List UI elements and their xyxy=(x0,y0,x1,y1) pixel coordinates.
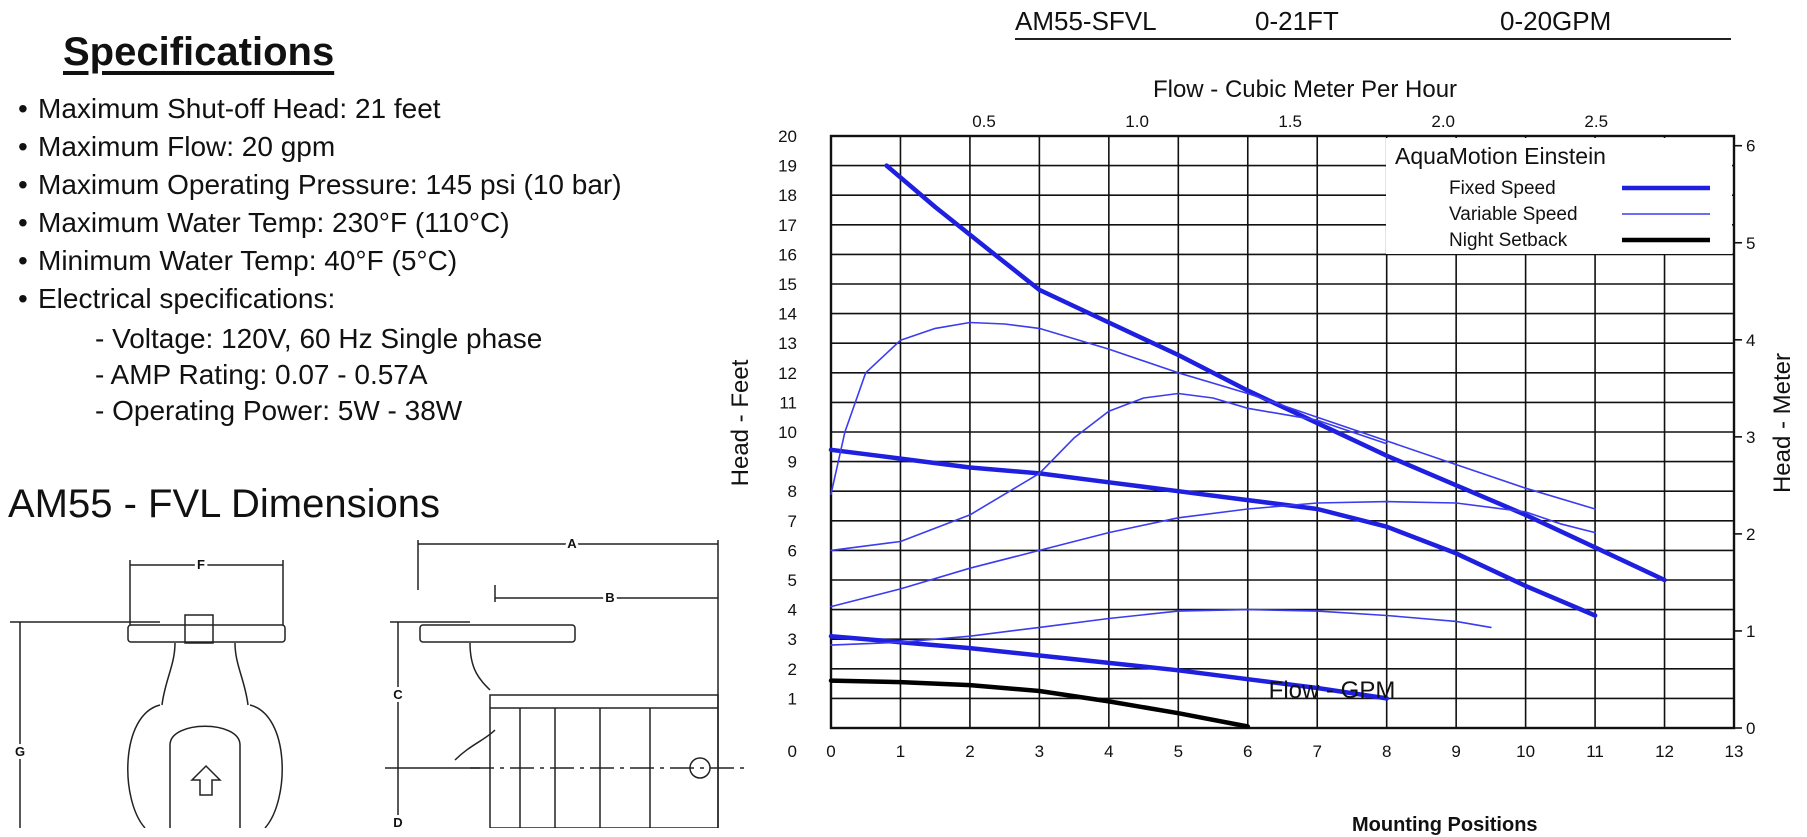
x2-tick-label: 0.5 xyxy=(972,112,996,131)
x-tick-label: 6 xyxy=(1243,742,1252,761)
y-tick-label: 3 xyxy=(788,630,797,649)
curve-variable-speed xyxy=(830,392,1388,552)
y-tick-label: 13 xyxy=(778,334,797,353)
x2-tick-label: 2.5 xyxy=(1584,112,1608,131)
x-tick-label: 13 xyxy=(1725,742,1744,761)
specifications-title: Specifications xyxy=(63,30,335,74)
curve-variable-speed xyxy=(830,321,1596,510)
model-head-range: 0-21FT xyxy=(1255,6,1339,36)
dim-label-f: F xyxy=(197,557,205,572)
spec-item: • Minimum Water Temp: 40°F (5°C) xyxy=(18,245,458,276)
y2-tick-label: 0 xyxy=(1746,719,1755,738)
x-tick-label: 12 xyxy=(1655,742,1674,761)
spec-item: • Maximum Shut-off Head: 21 feet xyxy=(18,93,441,124)
y-tick-label: 8 xyxy=(788,482,797,501)
spec-item: • Maximum Operating Pressure: 145 psi (10… xyxy=(18,169,622,200)
y-tick-label: 6 xyxy=(788,541,797,560)
spec-item-text: Maximum Flow: 20 gpm xyxy=(38,131,336,162)
spec-item-text: Maximum Water Temp: 230°F (110°C) xyxy=(38,207,510,238)
y-tick-label: 17 xyxy=(778,216,797,235)
curve-fixed-speed xyxy=(828,633,1389,701)
y2-tick-label: 5 xyxy=(1746,234,1755,253)
y-tick-label: 20 xyxy=(778,127,797,146)
y-tick-label: 12 xyxy=(778,364,797,383)
x-tick-label: 10 xyxy=(1516,742,1535,761)
mounting-positions-label: Mounting Positions xyxy=(1352,814,1538,836)
x2-tick-label: 1.0 xyxy=(1125,112,1149,131)
model-name: AM55-SFVL xyxy=(1015,6,1157,36)
spec-item-text: Maximum Shut-off Head: 21 feet xyxy=(38,93,441,124)
y-tick-label: 7 xyxy=(788,512,797,531)
legend-label: Variable Speed xyxy=(1449,204,1578,225)
y-tick-label: 9 xyxy=(788,453,797,472)
chart-ticks: 0 1 2 3 4 5 6 7 8 9 10 11 12 130123456789101112131415… xyxy=(778,112,1755,761)
spec-item: • Maximum Water Temp: 230°F (110°C) xyxy=(18,207,510,238)
curve-fixed-speed xyxy=(828,447,1598,618)
chart-legend: AquaMotion Einstein Fixed Speed Variable S… xyxy=(1386,138,1732,254)
electrical-item-voltage: - Voltage: 120V, 60 Hz Single phase xyxy=(95,323,543,354)
spec-item: • Electrical specifications: xyxy=(18,283,336,314)
y-tick-label: 4 xyxy=(788,601,797,620)
y-tick-label: 1 xyxy=(788,689,797,708)
y2-axis-label: Head - Meter xyxy=(1769,353,1796,493)
y2-tick-label: 1 xyxy=(1746,622,1755,641)
legend-title: AquaMotion Einstein xyxy=(1395,143,1606,169)
y-tick-label: 5 xyxy=(788,571,797,590)
y-tick-label: 15 xyxy=(778,275,797,294)
x-tick-label: 7 xyxy=(1312,742,1321,761)
y2-tick-label: 3 xyxy=(1746,428,1755,447)
x-tick-label: 1 xyxy=(896,742,905,761)
model-header: AM55-SFVL 0-21FT 0-20GPM xyxy=(1015,4,1731,40)
y-tick-label: 0 xyxy=(788,742,797,761)
spec-item-text: Maximum Operating Pressure: 145 psi (10 … xyxy=(38,169,622,200)
electrical-item-amp: - AMP Rating: 0.07 - 0.57A xyxy=(95,359,428,390)
curve-variable-speed xyxy=(830,608,1492,646)
x-tick-label: 9 xyxy=(1451,742,1460,761)
x2-tick-label: 1.5 xyxy=(1278,112,1302,131)
x-tick-label: 0 xyxy=(826,742,835,761)
electrical-spec-list: - Voltage: 120V, 60 Hz Single phase - AM… xyxy=(95,321,542,429)
y-tick-label: 19 xyxy=(778,157,797,176)
dimensions-drawing: F A B C D G xyxy=(10,533,750,828)
dim-label-d: D xyxy=(393,815,402,828)
y-tick-label: 11 xyxy=(779,393,797,412)
legend-label: Fixed Speed xyxy=(1449,178,1556,199)
x-tick-label: 11 xyxy=(1586,742,1604,761)
y-tick-label: 16 xyxy=(778,245,797,264)
dim-label-g: G xyxy=(15,744,25,759)
dimensions-title: AM55 - FVL Dimensions xyxy=(8,482,440,526)
y2-tick-label: 4 xyxy=(1746,331,1755,350)
y-tick-label: 2 xyxy=(788,660,797,679)
dim-label-c: C xyxy=(393,687,403,702)
electrical-item-power: - Operating Power: 5W - 38W xyxy=(95,395,463,426)
spec-item-text: Minimum Water Temp: 40°F (5°C) xyxy=(38,245,458,276)
spec-item: • Maximum Flow: 20 gpm xyxy=(18,131,336,162)
spec-item-text: Electrical specifications: xyxy=(38,283,336,314)
curve-variable-speed xyxy=(830,500,1596,608)
y-tick-label: 18 xyxy=(778,186,797,205)
y2-tick-label: 2 xyxy=(1746,525,1755,544)
x-tick-label: 8 xyxy=(1382,742,1391,761)
y-tick-label: 10 xyxy=(778,423,797,442)
y2-tick-label: 6 xyxy=(1746,137,1755,156)
pump-curve-chart: 0 1 2 3 4 5 6 7 8 9 10 11 12 130123456789101112131415… xyxy=(727,76,1796,761)
curve-fixed-speed xyxy=(884,163,1667,583)
y-tick-label: 14 xyxy=(778,305,797,324)
y-axis-label: Head - Feet xyxy=(727,359,754,486)
x-tick-label: 3 xyxy=(1035,742,1044,761)
x-tick-label: 5 xyxy=(1174,742,1183,761)
curve-night-setback xyxy=(828,678,1251,729)
x2-tick-label: 2.0 xyxy=(1431,112,1455,131)
x2-axis-label: Flow - Cubic Meter Per Hour xyxy=(1153,76,1457,103)
dim-label-b: B xyxy=(605,590,614,605)
spec-list: • Maximum Shut-off Head: 21 feet • Maximum… xyxy=(18,90,622,318)
chart-curves xyxy=(828,163,1667,729)
legend-label: Night Setback xyxy=(1449,230,1568,251)
x-axis-label: Flow - GPM xyxy=(1269,677,1396,704)
x-tick-label: 4 xyxy=(1104,742,1113,761)
legend-box xyxy=(1386,138,1732,254)
x-tick-label: 2 xyxy=(965,742,974,761)
model-flow-range: 0-20GPM xyxy=(1500,6,1612,36)
dim-label-a: A xyxy=(567,536,577,551)
